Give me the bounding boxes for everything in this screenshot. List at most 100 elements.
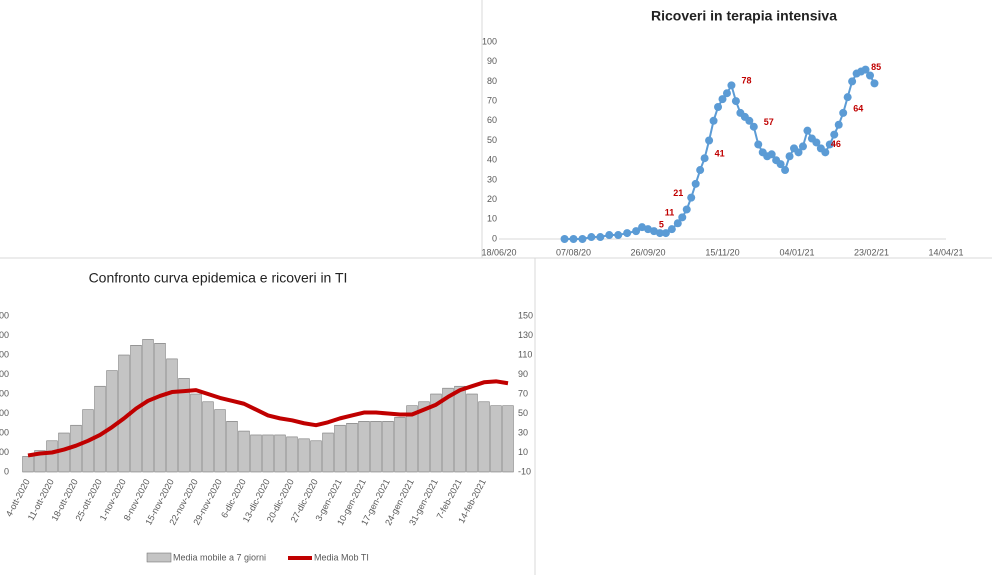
legend-label: Media mobile a 7 giorni (173, 552, 266, 562)
bar (142, 339, 154, 473)
data-point (825, 140, 834, 149)
data-point (848, 77, 857, 86)
bar (274, 434, 286, 473)
data-label: 85 (871, 62, 881, 72)
y-tick-label: 20 (487, 194, 497, 204)
bar (466, 393, 478, 473)
x-tick-label: 23/02/21 (854, 247, 889, 257)
data-point (785, 152, 794, 161)
bar (286, 436, 298, 473)
data-point (632, 227, 641, 236)
data-point (691, 179, 700, 188)
y-tick-label: 15000 (0, 408, 9, 418)
data-point (843, 93, 852, 102)
data-point (866, 71, 875, 80)
data-point (714, 103, 723, 112)
data-label: 78 (741, 76, 751, 86)
data-point (560, 235, 569, 243)
data-point (727, 81, 736, 90)
bar (250, 434, 262, 473)
bar (238, 430, 250, 473)
data-point (794, 148, 803, 157)
data-point (696, 166, 705, 175)
y2-tick-label: 10 (518, 447, 528, 457)
y2-tick-label: 130 (518, 330, 533, 340)
data-point (667, 225, 676, 234)
data-point (781, 166, 790, 175)
legend-label: Media Mob TI (314, 552, 369, 562)
data-point (718, 95, 727, 104)
data-point (745, 116, 754, 125)
data-point (839, 108, 848, 117)
bar (34, 450, 46, 473)
data-point (861, 65, 870, 74)
data-point (687, 193, 696, 202)
data-label: 21 (673, 188, 683, 198)
y-tick-label: 100 (482, 36, 497, 46)
bar (226, 421, 238, 473)
data-point (830, 130, 839, 139)
x-tick-label: 07/08/20 (556, 247, 591, 257)
data-point (596, 233, 605, 242)
bar (502, 405, 514, 473)
data-point (776, 160, 785, 169)
y-tick-label: 70 (487, 95, 497, 105)
bar (418, 401, 430, 473)
data-point (614, 231, 623, 240)
bar (394, 417, 406, 473)
bar (322, 432, 334, 473)
x-tick-label: 14/04/21 (928, 247, 963, 257)
y-tick-label: 0 (4, 466, 9, 476)
y2-tick-label: -10 (518, 466, 531, 476)
data-point (578, 235, 587, 243)
bar (94, 385, 106, 473)
data-label: 11 (665, 208, 675, 218)
series-line (27, 379, 509, 458)
data-point (682, 205, 691, 214)
data-point (754, 140, 763, 149)
y-tick-label: 90 (487, 56, 497, 66)
data-point (731, 97, 740, 106)
data-point (803, 126, 812, 135)
bar (106, 370, 118, 473)
data-point (798, 142, 807, 151)
y-tick-label: 25000 (0, 369, 9, 379)
y-tick-label: 40000 (0, 310, 9, 320)
data-point (655, 229, 664, 238)
y-tick-label: 10 (487, 214, 497, 224)
data-point (623, 229, 632, 238)
y-tick-label: 30 (487, 174, 497, 184)
x-tick-label: 18/06/20 (481, 247, 516, 257)
bar (22, 456, 34, 473)
chart-title: Confronto curva epidemica e ricoveri in … (89, 270, 348, 286)
data-point (834, 120, 843, 129)
y-tick-label: 20000 (0, 388, 9, 398)
y-tick-label: 40 (487, 155, 497, 165)
y2-tick-label: 150 (518, 310, 533, 320)
bar (154, 343, 166, 473)
data-point (673, 219, 682, 228)
y-tick-label: 35000 (0, 330, 9, 340)
bar (382, 421, 394, 473)
bar (454, 385, 466, 473)
bar (310, 440, 322, 473)
x-tick-label: 04/01/21 (779, 247, 814, 257)
bar (346, 423, 358, 473)
legend-swatch (146, 552, 172, 563)
x-tick-label: 15/11/20 (705, 247, 739, 257)
data-point (812, 138, 821, 147)
bar (370, 421, 382, 473)
bar (334, 424, 346, 473)
data-label: 46 (831, 139, 841, 149)
bar (358, 421, 370, 473)
chart-title: Ricoveri in terapia intensiva (651, 8, 837, 24)
data-point (767, 150, 776, 159)
bar (190, 393, 202, 473)
data-point (569, 235, 578, 243)
bar (46, 440, 58, 473)
y2-tick-label: 70 (518, 388, 528, 398)
y-tick-label: 30000 (0, 349, 9, 359)
bar (202, 401, 214, 473)
